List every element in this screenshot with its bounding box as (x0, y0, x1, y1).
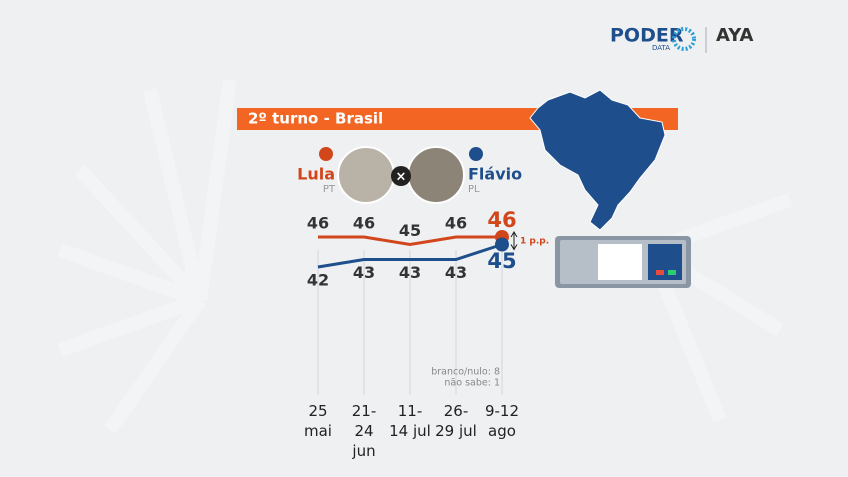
chart-title: 2º turno - Brasil (248, 110, 383, 128)
logo-sun (672, 27, 696, 51)
logo-partner: AYA (716, 25, 754, 46)
legend-party: PL (468, 184, 480, 195)
legend-party: PT (323, 184, 336, 195)
gap-arrow (510, 231, 518, 251)
value-label: 46 (307, 214, 329, 233)
value-label: 46 (445, 214, 467, 233)
photo-lula (337, 146, 395, 204)
value-label: 43 (399, 263, 421, 282)
legend-name: Lula (297, 165, 335, 184)
gap-annotation: 1 p.p. (520, 236, 549, 246)
value-label: 43 (445, 263, 467, 282)
versus-icon (391, 166, 411, 186)
x-tick-label: 11-14 jul (389, 402, 431, 440)
versus-mark: × (396, 170, 407, 185)
x-tick-label: 26-29 jul (435, 402, 477, 440)
value-label: 45 (487, 249, 516, 273)
footnote: não sabe: 1 (444, 378, 500, 389)
brazil-map (529, 89, 666, 231)
value-label: 45 (399, 221, 421, 240)
series-line (317, 243, 503, 269)
x-tick-label: 21-24 jun (351, 402, 377, 460)
footnote: branco/nulo: 8 (431, 367, 500, 378)
value-label: 46 (487, 208, 516, 232)
logo-brand: PODER (610, 25, 684, 47)
logo-sub: DATA (652, 44, 670, 52)
end-point (495, 237, 509, 252)
series-line (318, 235, 502, 247)
legend-name: Flávio (468, 165, 522, 184)
photo-flavio (407, 146, 465, 204)
value-label: 46 (353, 214, 375, 233)
x-tick-label: 25 mai (304, 402, 332, 440)
value-label: 43 (353, 263, 375, 282)
legend-dot (469, 147, 483, 161)
voting-machine (555, 236, 691, 288)
x-tick-label: 9-12 ago (484, 402, 520, 440)
legend-dot (319, 147, 333, 161)
value-label: 42 (307, 271, 329, 290)
